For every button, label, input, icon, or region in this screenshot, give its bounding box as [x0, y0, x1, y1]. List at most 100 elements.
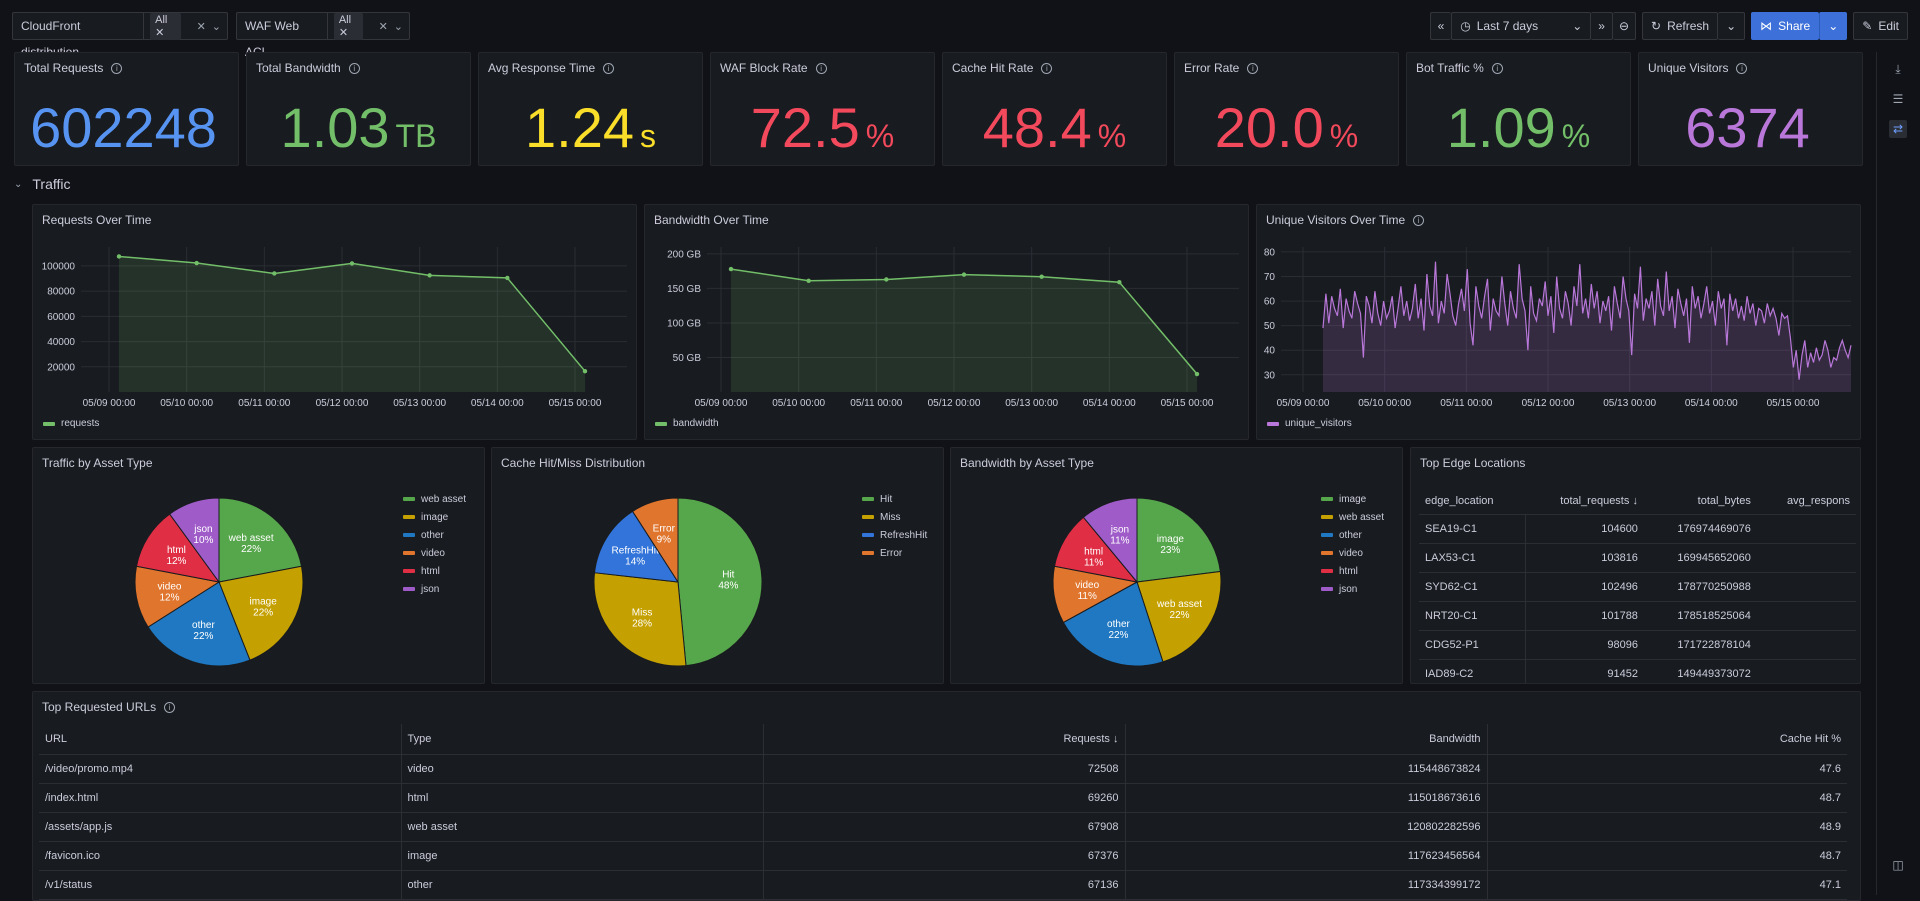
info-icon[interactable]: i [1413, 214, 1425, 226]
share-options-button[interactable]: ⌄ [1819, 12, 1848, 40]
info-icon[interactable]: i [815, 62, 827, 74]
legend-item[interactable]: html [403, 562, 466, 580]
share-button[interactable]: ⋈ Share [1751, 12, 1820, 40]
panel-title: Cache Hit/Miss Distribution [501, 456, 646, 470]
stat-panel[interactable]: Avg Response Time i 1.24 s [478, 52, 703, 166]
variable-value[interactable]: All ✕ ✕ ⌄ [144, 12, 227, 40]
info-icon[interactable]: i [111, 62, 123, 74]
stat-panel[interactable]: WAF Block Rate i 72.5% [710, 52, 935, 166]
refresh-interval-button[interactable]: ⌄ [1718, 12, 1746, 40]
variable-value[interactable]: All ✕ ✕ ⌄ [328, 12, 409, 40]
legend-item[interactable]: RefreshHit [862, 526, 927, 544]
data-point [505, 275, 510, 281]
edit-button[interactable]: ✎ Edit [1853, 12, 1908, 40]
stat-title: Unique Visitors [1648, 61, 1729, 75]
zoom-out-button[interactable]: ⊖ [1612, 12, 1636, 40]
info-icon[interactable]: i [348, 62, 360, 74]
table-row[interactable]: LAX53-C1 103816 169945652060 [1419, 543, 1856, 573]
legend-swatch [862, 515, 874, 519]
stat-panel[interactable]: Total Requests i 602248 [14, 52, 239, 166]
legend-item[interactable]: Hit [862, 490, 927, 508]
table-row[interactable]: /assets/app.js web asset 67908 120802282596… [39, 812, 1847, 842]
legend-item[interactable]: web asset [1321, 508, 1384, 526]
panel-traffic-by-asset-type[interactable]: Traffic by Asset Type web asset 22% image 2… [32, 447, 485, 684]
stat-panel[interactable]: Unique Visitors i 6374 [1638, 52, 1863, 166]
info-icon[interactable]: i [1491, 62, 1503, 74]
stat-panel[interactable]: Total Bandwidth i 1.03 TB [246, 52, 471, 166]
legend-item[interactable]: other [1321, 526, 1384, 544]
column-header[interactable]: total_bytes [1643, 488, 1757, 515]
legend-item[interactable]: video [1321, 544, 1384, 562]
row-header-traffic[interactable]: ⌄ Traffic [14, 176, 71, 192]
pie-slice [1136, 497, 1221, 583]
panel-top-requested-urls[interactable]: Top Requested URLs i URL Type Requests ↓ … [32, 691, 1861, 901]
download-icon[interactable]: ⤓ [1895, 61, 1901, 76]
table-row[interactable]: CDG52-P1 98096 171722878104 [1419, 630, 1856, 660]
panel-unique-visitors-over-time[interactable]: Unique Visitors Over Time i 30 40 50 60 70 80 0… [1256, 204, 1861, 440]
table-row[interactable]: NRT20-C1 101788 178518525064 [1419, 601, 1856, 631]
column-header[interactable]: URL [39, 724, 402, 755]
legend-item[interactable]: image [403, 508, 466, 526]
time-back-button[interactable]: « [1429, 12, 1452, 40]
panel-cache-hit-miss[interactable]: Cache Hit/Miss Distribution Hit 48% Miss 28… [491, 447, 944, 684]
panel-bandwidth-by-asset-type[interactable]: Bandwidth by Asset Type image 23% web asse… [950, 447, 1403, 684]
legend-item[interactable]: Error [862, 544, 927, 562]
clear-icon[interactable]: ✕ [196, 20, 206, 33]
legend-item[interactable]: image [1321, 490, 1384, 508]
value-chip[interactable]: All ✕ [333, 12, 363, 40]
chevron-down-icon[interactable]: ⌄ [14, 178, 23, 190]
legend-item[interactable]: video [403, 544, 466, 562]
column-header-sorted[interactable]: Requests ↓ [763, 724, 1126, 755]
list-icon[interactable]: ☰ [1892, 92, 1904, 106]
table-row[interactable]: /index.html html 69260 115018673616 48.7 [39, 783, 1847, 813]
legend-item[interactable]: json [1321, 580, 1384, 598]
table-row[interactable]: SYD62-C1 102496 178770250988 [1419, 572, 1856, 602]
legend-item[interactable]: html [1321, 562, 1384, 580]
column-header[interactable]: Bandwidth [1125, 724, 1488, 755]
variable-cloudfront[interactable]: CloudFront distribution All ✕ ✕ ⌄ [12, 12, 228, 59]
table-row[interactable]: SEA19-C1 104600 176974469076 [1419, 514, 1856, 544]
x-tick-label: 05/13 00:00 [393, 398, 446, 409]
table-row[interactable]: /video/promo.mp4 video 72508 115448673824 47… [39, 754, 1847, 784]
column-header-sorted[interactable]: total_requests ↓ [1525, 488, 1644, 515]
legend-item[interactable]: requests [43, 418, 99, 429]
variable-waf[interactable]: WAF Web ACL All ✕ ✕ ⌄ [236, 12, 410, 59]
table-cell [1756, 601, 1856, 631]
column-header[interactable]: Type [401, 724, 764, 755]
dock-icon[interactable]: ◫ [1892, 858, 1904, 872]
chevron-down-icon[interactable]: ⌄ [211, 20, 221, 33]
info-icon[interactable]: i [1736, 62, 1748, 74]
column-header[interactable]: Cache Hit % [1487, 724, 1847, 755]
legend-item[interactable]: bandwidth [655, 418, 719, 429]
table-row[interactable]: /favicon.ico image 67376 117623456564 48.7 [39, 841, 1847, 871]
legend-item[interactable]: other [403, 526, 466, 544]
stat-panel[interactable]: Error Rate i 20.0% [1174, 52, 1399, 166]
info-icon[interactable]: i [164, 701, 176, 713]
legend-item[interactable]: web asset [403, 490, 466, 508]
legend-item[interactable]: json [403, 580, 466, 598]
panel-bandwidth-over-time[interactable]: Bandwidth Over Time 50 GB 100 GB 150 GB 200… [644, 204, 1249, 440]
chevron-down-icon[interactable]: ⌄ [393, 20, 403, 33]
time-forward-button[interactable]: » [1591, 12, 1613, 40]
legend-item[interactable]: unique_visitors [1267, 418, 1352, 429]
panel-requests-over-time[interactable]: Requests Over Time 20000 40000 60000 80000 1… [32, 204, 637, 440]
value-chip[interactable]: All ✕ [150, 12, 181, 40]
stat-panel[interactable]: Cache Hit Rate i 48.4% [942, 52, 1167, 166]
stat-panel[interactable]: Bot Traffic % i 1.09% [1406, 52, 1631, 166]
stat-title: Cache Hit Rate [952, 61, 1034, 75]
info-icon[interactable]: i [1041, 62, 1053, 74]
time-picker-button[interactable]: ◷ Last 7 days ⌄ [1451, 12, 1592, 40]
remove-icon[interactable]: ✕ [338, 26, 349, 39]
column-header[interactable]: edge_location [1419, 488, 1526, 515]
refresh-button[interactable]: ↻ Refresh [1642, 12, 1719, 40]
toggle-icon[interactable]: ⇄ [1889, 120, 1907, 138]
info-icon[interactable]: i [603, 62, 615, 74]
column-header[interactable]: avg_respons [1756, 488, 1856, 515]
legend-item[interactable]: Miss [862, 508, 927, 526]
clear-icon[interactable]: ✕ [378, 20, 388, 33]
y-tick-label: 80 [1264, 247, 1276, 258]
panel-top-edge-locations[interactable]: Top Edge Locations edge_location total_r… [1410, 447, 1861, 684]
remove-icon[interactable]: ✕ [155, 26, 165, 39]
table-row[interactable]: IAD89-C2 91452 149449373072 [1419, 659, 1856, 683]
info-icon[interactable]: i [1247, 62, 1259, 74]
